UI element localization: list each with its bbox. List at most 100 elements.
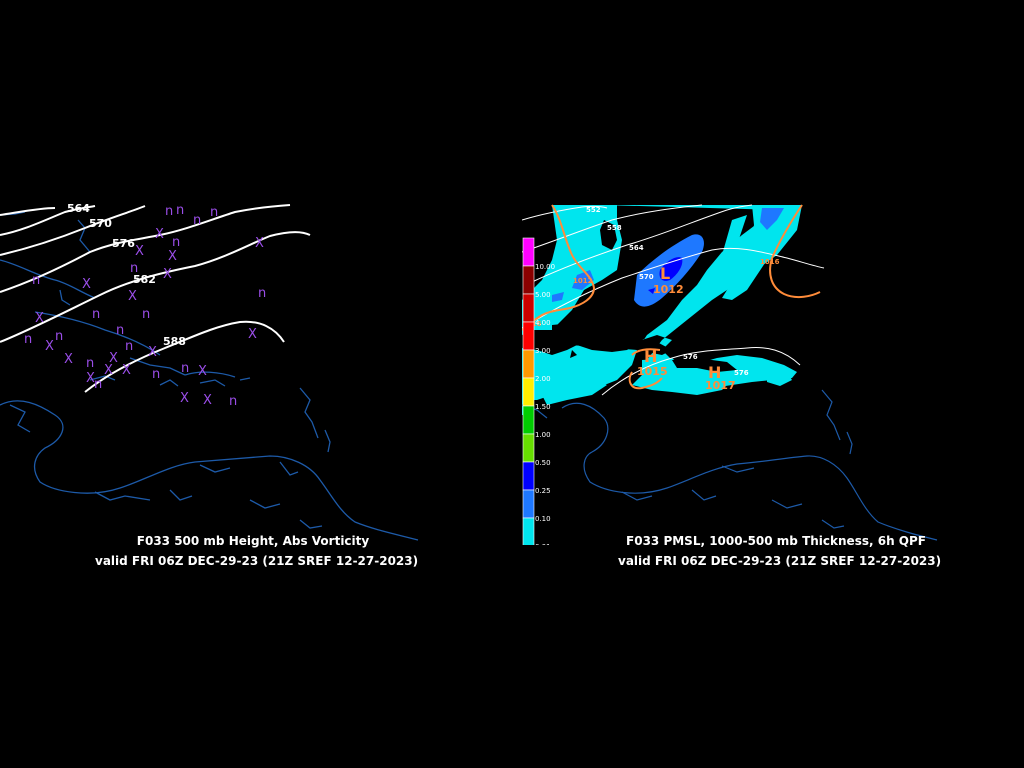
- isobars: [522, 204, 821, 390]
- thickness-label: 564: [629, 244, 644, 252]
- contour-label: 564: [67, 202, 90, 215]
- vorticity-n-marker: n: [229, 394, 237, 409]
- legend-swatch: [522, 517, 535, 545]
- coastline-left: [0, 211, 419, 541]
- vorticity-markers: n n n n X n X X n X X n X X n X n n n n: [24, 203, 266, 409]
- vorticity-x-marker: X: [122, 363, 131, 378]
- vorticity-n-marker: n: [94, 377, 102, 392]
- legend-label: 1.00: [535, 431, 551, 439]
- legend-swatch: [522, 293, 535, 323]
- vorticity-x-marker: X: [35, 311, 44, 326]
- vorticity-n-marker: n: [176, 203, 184, 218]
- low-pressure-letter: L: [660, 264, 670, 283]
- legend-swatch: [522, 405, 535, 435]
- legend-label: 3.00: [535, 347, 551, 355]
- legend-label: 0.01: [535, 543, 551, 545]
- thickness-label: 558: [607, 224, 622, 232]
- left-caption-valid: valid FRI 06Z DEC-29-23 (21Z SREF 12-27-…: [95, 554, 419, 568]
- contour-label: 588: [163, 335, 186, 348]
- legend-swatch: [522, 265, 535, 295]
- vorticity-x-marker: X: [135, 244, 144, 259]
- thickness-label: 552: [586, 206, 601, 214]
- land-mask: [552, 220, 737, 372]
- vorticity-x-marker: X: [248, 327, 257, 342]
- vorticity-n-marker: n: [193, 213, 201, 228]
- legend-label: 1.50: [535, 403, 551, 411]
- legend-label: 5.00: [535, 291, 551, 299]
- thickness-label: 576: [683, 353, 698, 361]
- contour-558: [0, 207, 56, 216]
- vorticity-x-marker: X: [109, 351, 118, 366]
- vorticity-n-marker: n: [181, 361, 189, 376]
- height-vorticity-map: 564 570 576 582 588 n n n n X n X X n X …: [0, 200, 420, 545]
- contour-label: 576: [112, 237, 135, 250]
- vorticity-x-marker: X: [128, 289, 137, 304]
- legend-label: 4.00: [535, 319, 551, 327]
- vorticity-x-marker: X: [168, 249, 177, 264]
- legend-swatch: [522, 489, 535, 519]
- vorticity-n-marker: n: [172, 235, 180, 250]
- vorticity-n-marker: n: [116, 323, 124, 338]
- high-pressure-value: 1017: [705, 379, 736, 392]
- pmsl-thickness-qpf-map: 552 558 564 570 576 576 1012 1016 1016 L…: [522, 200, 942, 545]
- legend-swatch: [522, 461, 535, 491]
- vorticity-n-marker: n: [86, 356, 94, 371]
- thickness-label: 576: [734, 369, 749, 377]
- legend-label: 0.25: [535, 487, 551, 495]
- qpf-light-area: [522, 205, 802, 415]
- vorticity-x-marker: X: [148, 345, 157, 360]
- high-pressure-value: 1015: [637, 365, 668, 378]
- vorticity-n-marker: n: [152, 367, 160, 382]
- vorticity-x-marker: X: [86, 371, 95, 386]
- vorticity-n-marker: n: [258, 286, 266, 301]
- vorticity-n-marker: n: [32, 273, 40, 288]
- contour-570: [0, 205, 146, 256]
- contour-label: 582: [133, 273, 156, 286]
- high-pressure-letter: H: [708, 363, 721, 382]
- contour-576: [0, 204, 291, 293]
- vorticity-n-marker: n: [130, 261, 138, 276]
- vorticity-n-marker: n: [125, 339, 133, 354]
- legend-swatch: [522, 237, 535, 267]
- vorticity-x-marker: X: [45, 339, 54, 354]
- vorticity-x-marker: X: [163, 267, 172, 282]
- vorticity-n-marker: n: [142, 307, 150, 322]
- vorticity-x-marker: X: [64, 352, 73, 367]
- legend-label: 0.50: [535, 459, 551, 467]
- vorticity-x-marker: X: [82, 277, 91, 292]
- right-caption-valid: valid FRI 06Z DEC-29-23 (21Z SREF 12-27-…: [618, 554, 942, 568]
- left-caption-title: F033 500 mb Height, Abs Vorticity: [136, 534, 370, 548]
- contour-588: [84, 320, 285, 393]
- vorticity-x-marker: X: [255, 236, 264, 251]
- high-pressure-letter: H: [644, 347, 657, 366]
- vorticity-n-marker: n: [92, 307, 100, 322]
- legend-swatch: [522, 377, 535, 407]
- vorticity-x-marker: X: [104, 363, 113, 378]
- vorticity-n-marker: n: [165, 204, 173, 219]
- contour-582: [0, 231, 311, 343]
- qpf-legend: 10.00 5.00 4.00 3.00 2.00 1.50 1.00 0.50 0.25 0.1…: [522, 237, 555, 545]
- qpf-heavy-area: [648, 257, 683, 294]
- legend-label: 2.00: [535, 375, 551, 383]
- vorticity-x-marker: X: [155, 227, 164, 242]
- height-contours: [0, 204, 311, 393]
- low-pressure-value: 1012: [653, 283, 684, 296]
- contour-label: 570: [89, 217, 112, 230]
- right-caption-title: F033 PMSL, 1000-500 mb Thickness, 6h QPF: [626, 534, 926, 548]
- legend-label: 10.00: [535, 263, 555, 271]
- legend-label: 0.10: [535, 515, 551, 523]
- legend-swatch: [522, 349, 535, 379]
- pmsl-qpf-svg: 552 558 564 570 576 576 1012 1016 1016 L…: [522, 204, 938, 545]
- vorticity-x-marker: X: [198, 364, 207, 379]
- contour-564: [0, 205, 96, 236]
- height-vorticity-svg: 564 570 576 582 588 n n n n X n X X n X …: [0, 202, 419, 541]
- isobar-label: 1016: [760, 258, 780, 266]
- vorticity-n-marker: n: [210, 205, 218, 220]
- vorticity-x-marker: X: [180, 391, 189, 406]
- legend-swatch: [522, 321, 535, 351]
- vorticity-x-marker: X: [203, 393, 212, 408]
- thickness-label: 570: [639, 273, 654, 281]
- vorticity-n-marker: n: [55, 329, 63, 344]
- thickness-contours: [522, 204, 825, 396]
